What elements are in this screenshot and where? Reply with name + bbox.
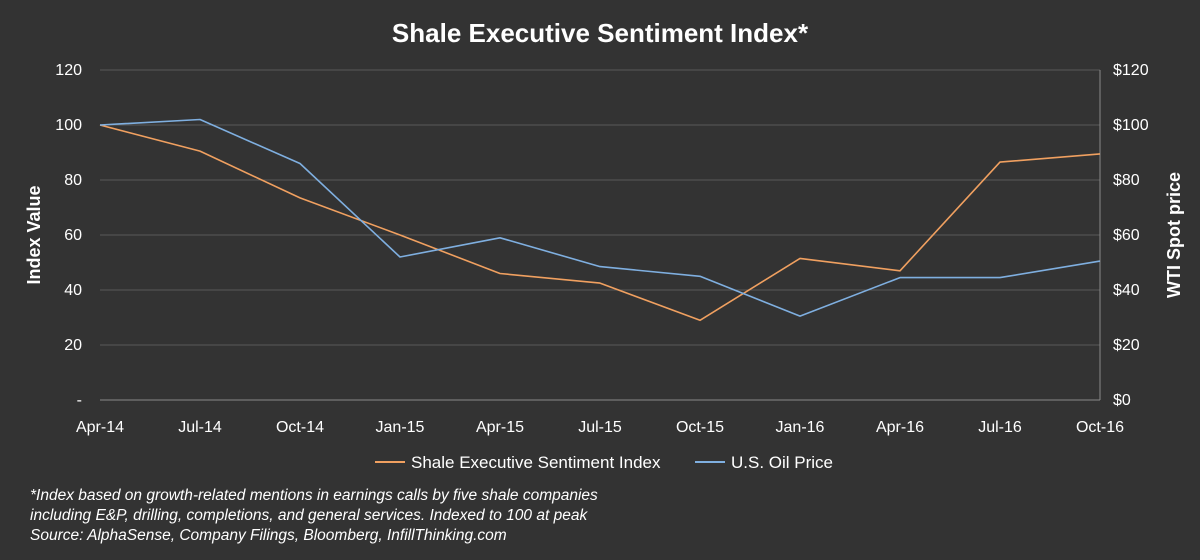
y-tick-label: 60	[64, 227, 82, 244]
gridlines	[100, 69, 1100, 401]
y-tick-label: 80	[64, 172, 82, 189]
y2-tick-label: $60	[1113, 227, 1140, 244]
y-tick-label: 40	[64, 282, 82, 299]
y-tick-label: 20	[64, 337, 82, 354]
x-tick-label: Jan-15	[376, 419, 425, 436]
x-tick-label: Apr-15	[476, 419, 524, 436]
footnote-line-2: including E&P, drilling, completions, an…	[30, 507, 588, 524]
x-tick-label: Jul-14	[178, 419, 222, 436]
x-tick-label: Apr-14	[76, 419, 124, 436]
y2-tick-label: $0	[1113, 392, 1131, 409]
chart-title: Shale Executive Sentiment Index*	[391, 18, 809, 48]
sentiment-index-line	[99, 124, 1101, 322]
x-tick-label: Jan-16	[776, 419, 825, 436]
oil-price-line	[99, 118, 1101, 317]
x-tick-label: Jul-16	[978, 419, 1022, 436]
legend-label-sentiment: Shale Executive Sentiment Index	[411, 453, 661, 472]
y-tick-label: -	[77, 392, 82, 409]
legend-label-oil: U.S. Oil Price	[731, 453, 833, 472]
x-tick-label: Jul-15	[578, 419, 622, 436]
legend: Shale Executive Sentiment Index U.S. Oil …	[375, 453, 833, 472]
y-tick-label: 100	[55, 117, 82, 134]
y2-axis-title: WTI Spot price	[1164, 172, 1184, 298]
footnote-line-3: Source: AlphaSense, Company Filings, Blo…	[30, 527, 507, 544]
x-tick-label: Apr-16	[876, 419, 924, 436]
series-lines	[99, 118, 1101, 322]
y-axis-title: Index Value	[24, 185, 44, 284]
footnote-line-1: *Index based on growth-related mentions …	[30, 487, 598, 504]
axes: - $0 20 $20 40 $40 60 $60 80 $80 100 $100 120 $120 Apr…	[24, 62, 1184, 436]
x-tick-label: Oct-16	[1076, 419, 1124, 436]
footnote: *Index based on growth-related mentions …	[30, 486, 598, 546]
y2-tick-label: $100	[1113, 117, 1149, 134]
y-tick-label: 120	[55, 62, 82, 79]
y2-tick-label: $80	[1113, 172, 1140, 189]
y2-tick-label: $40	[1113, 282, 1140, 299]
y2-tick-label: $120	[1113, 62, 1149, 79]
x-tick-label: Oct-14	[276, 419, 324, 436]
x-tick-label: Oct-15	[676, 419, 724, 436]
y2-tick-label: $20	[1113, 337, 1140, 354]
